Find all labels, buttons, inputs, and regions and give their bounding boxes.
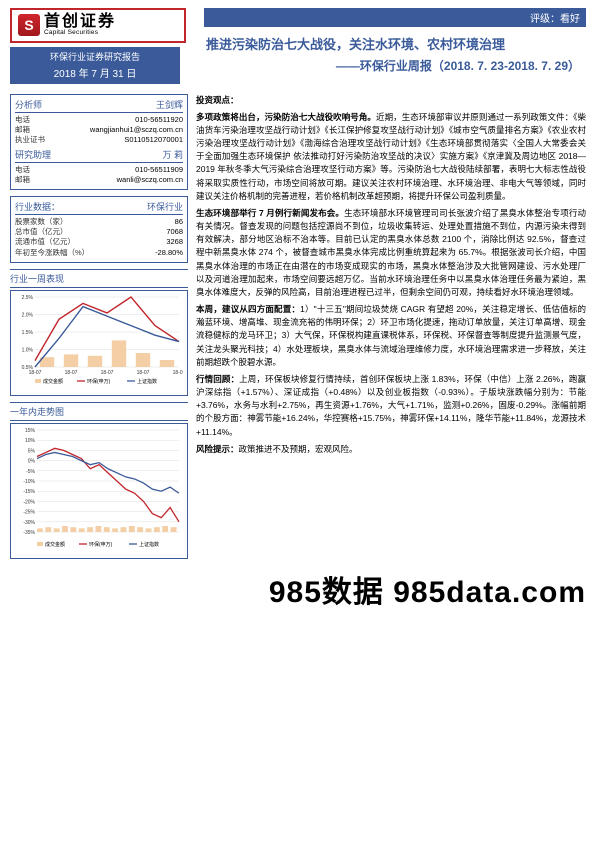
svg-text:-20%: -20%: [23, 499, 35, 505]
analyst-panel: 分析师王剑辉 电话010-56511920 邮箱wangjianhui1@scz…: [10, 94, 188, 191]
svg-text:15%: 15%: [25, 428, 36, 434]
svg-text:-35%: -35%: [23, 530, 35, 536]
sub-title: ——环保行业周报（2018. 7. 23-2018. 7. 29）: [204, 57, 586, 74]
svg-text:-30%: -30%: [23, 519, 35, 525]
watermark: 985数据 985data.com: [0, 565, 596, 619]
svg-text:成交金额: 成交金额: [45, 541, 65, 548]
svg-text:-15%: -15%: [23, 489, 35, 495]
svg-text:18-07: 18-07: [173, 370, 183, 376]
rating-bar: 评级：看好: [204, 8, 586, 27]
svg-text:环保(申万): 环保(申万): [89, 541, 113, 548]
logo: S 首创证券 Capital Securities: [10, 8, 186, 43]
svg-text:上证指数: 上证指数: [139, 541, 159, 548]
logo-area: S 首创证券 Capital Securities 环保行业证券研究报告 201…: [10, 8, 198, 84]
section-week: 行业一周表现: [10, 269, 188, 288]
main-title: 推进污染防治七大战役，关注水环境、农村环境治理: [204, 35, 586, 55]
svg-text:0%: 0%: [28, 458, 36, 464]
svg-text:10%: 10%: [25, 438, 36, 444]
svg-text:-25%: -25%: [23, 509, 35, 515]
svg-text:5%: 5%: [28, 448, 36, 454]
svg-text:-5%: -5%: [26, 468, 35, 474]
logo-en: Capital Securities: [44, 30, 116, 37]
svg-text:1.0%: 1.0%: [22, 347, 34, 353]
title-area: 评级：看好 推进污染防治七大战役，关注水环境、农村环境治理 ——环保行业周报（2…: [204, 8, 586, 74]
svg-text:1.5%: 1.5%: [22, 330, 34, 336]
svg-text:-10%: -10%: [23, 479, 35, 485]
svg-text:18-07: 18-07: [137, 370, 150, 376]
svg-text:上证指数: 上证指数: [137, 378, 157, 385]
header: S 首创证券 Capital Securities 环保行业证券研究报告 201…: [10, 8, 586, 84]
svg-text:成交金额: 成交金额: [43, 378, 63, 385]
article-body: 投资观点： 多项政策将出台，污染防治七大战役吹响号角。近期，生态环境部审议并原则…: [196, 94, 586, 565]
svg-text:2.0%: 2.0%: [22, 312, 34, 318]
logo-cn: 首创证券: [44, 14, 116, 30]
svg-text:18-07: 18-07: [65, 370, 78, 376]
logo-icon: S: [18, 14, 40, 36]
svg-text:环保(申万): 环保(申万): [87, 378, 111, 385]
report-type: 环保行业证券研究报告: [10, 47, 180, 64]
chart-year: 15% 10% 5% 0% -5% -10% -15% -20% -25% -30% -35% 成交金…: [10, 423, 188, 559]
report-date: 2018 年 7 月 31 日: [10, 64, 180, 84]
section-year: 一年内走势图: [10, 402, 188, 421]
svg-text:18-07: 18-07: [29, 370, 42, 376]
sidebar: 分析师王剑辉 电话010-56511920 邮箱wangjianhui1@scz…: [10, 94, 188, 565]
svg-text:2.5%: 2.5%: [22, 295, 34, 301]
industry-panel: 行业数据：环保行业 股票家数（家）86 总市值（亿元）7068 流通市值（亿元）…: [10, 196, 188, 263]
chart-week: 2.5%2.0%1.5%1.0%0.5%18-0718-0718-0718-07…: [10, 290, 188, 396]
svg-text:18-07: 18-07: [101, 370, 114, 376]
